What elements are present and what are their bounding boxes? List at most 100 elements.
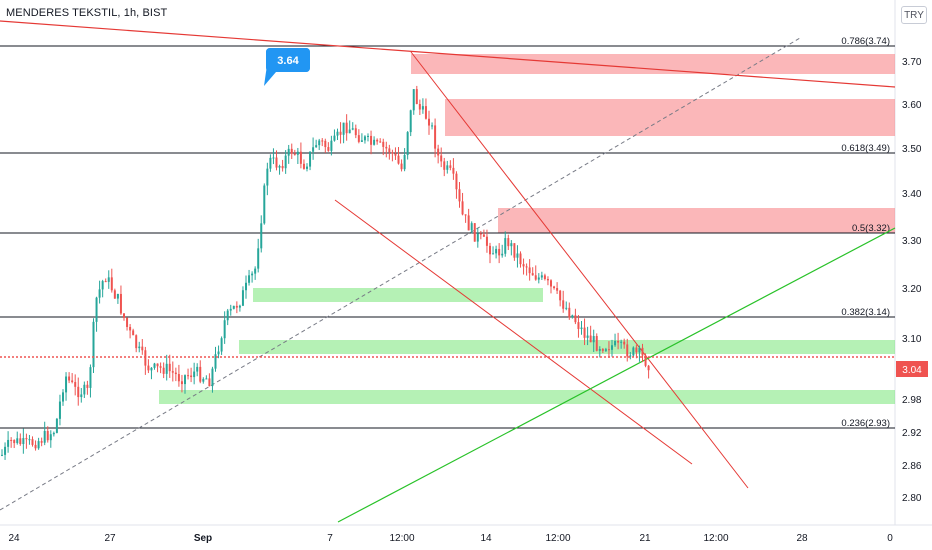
support-zone xyxy=(239,340,895,354)
candle-body xyxy=(467,215,470,231)
candle-body xyxy=(138,346,141,349)
time-axis[interactable]: 24 27 Sep 7 12:00 14 12:00 21 12:00 28 0 xyxy=(8,533,893,544)
candle-body xyxy=(519,253,522,265)
time-tick-label: 14 xyxy=(480,533,492,544)
candle-body xyxy=(83,384,86,395)
resistance-zone xyxy=(411,54,895,74)
candle-body xyxy=(254,268,257,274)
price-tick-label: 3.10 xyxy=(902,334,922,345)
candle-body xyxy=(589,335,592,343)
candle-body xyxy=(104,281,107,283)
candle-body xyxy=(577,322,580,329)
price-tick-label: 3.30 xyxy=(902,236,922,247)
candle-body xyxy=(376,139,379,142)
candle-body xyxy=(153,363,156,368)
candle-body xyxy=(522,264,525,267)
candle-body xyxy=(647,365,650,371)
candle-body xyxy=(34,444,37,449)
candle-body xyxy=(123,313,125,318)
candle-body xyxy=(241,290,244,306)
candle-body xyxy=(379,141,382,143)
callout-label: 3.64 xyxy=(277,55,299,67)
time-tick-label: 12:00 xyxy=(545,533,570,544)
candle-body xyxy=(556,288,559,291)
price-axis[interactable]: 3.70 3.60 3.50 3.40 3.30 3.20 3.10 2.98 2.92 2.86… xyxy=(902,57,922,504)
candle-body xyxy=(546,279,549,281)
candle-body xyxy=(7,439,10,447)
candle-body xyxy=(440,155,443,162)
last-price-label: 3.04 xyxy=(902,365,922,376)
candle-body xyxy=(89,367,92,388)
candle-body xyxy=(263,185,266,224)
candle-body xyxy=(107,277,110,282)
time-tick-label: 7 xyxy=(327,533,333,544)
fibonacci-levels: 0.786(3.74) 0.618(3.49) 0.5(3.32) 0.382(3.1… xyxy=(0,36,895,429)
trendline-channel-red-2 xyxy=(334,199,693,465)
candle-body xyxy=(74,382,77,387)
trendline-dashed-grey xyxy=(0,37,801,511)
candle-body xyxy=(150,367,153,371)
candle-body xyxy=(272,157,275,159)
candle-body xyxy=(382,141,385,147)
candle-body xyxy=(10,439,13,441)
time-tick-label: 27 xyxy=(104,533,116,544)
candle-body xyxy=(31,439,34,445)
candle-body xyxy=(171,371,174,373)
candle-body xyxy=(220,338,223,352)
candle-body xyxy=(266,168,269,186)
candle-body xyxy=(492,253,495,255)
candle-body xyxy=(135,335,138,349)
candle-body xyxy=(25,438,28,440)
candle-body xyxy=(116,293,119,299)
candle-body xyxy=(385,146,388,149)
candle-body xyxy=(626,344,629,357)
candle-body xyxy=(245,282,247,291)
candle-body xyxy=(144,350,147,366)
candle-body xyxy=(367,135,369,137)
candles-layer xyxy=(1,85,650,460)
candle-body xyxy=(586,335,589,338)
candle-body xyxy=(113,290,116,299)
candle-body xyxy=(644,355,647,366)
candle-body xyxy=(199,366,202,382)
candle-body xyxy=(394,153,397,156)
candle-body xyxy=(638,347,641,353)
candle-body xyxy=(501,253,504,256)
candle-body xyxy=(498,248,501,256)
candle-body xyxy=(406,132,409,156)
candle-body xyxy=(363,136,366,141)
candle-body xyxy=(92,321,95,368)
candle-body xyxy=(238,305,241,308)
candle-body xyxy=(174,372,177,375)
currency-button[interactable]: TRY xyxy=(901,6,927,24)
candle-body xyxy=(55,418,58,433)
price-tick-label: 2.92 xyxy=(902,428,922,439)
price-callout[interactable]: 3.64 xyxy=(264,48,310,86)
candle-body xyxy=(339,131,342,135)
candle-body xyxy=(632,347,635,356)
fib-label: 0.786(3.74) xyxy=(841,36,890,47)
candle-body xyxy=(446,165,449,170)
candle-body xyxy=(95,297,98,322)
candle-body xyxy=(248,275,251,283)
candle-body xyxy=(571,315,574,318)
candle-body xyxy=(574,315,577,323)
resistance-zone xyxy=(445,99,895,136)
candle-body xyxy=(49,434,52,441)
candle-body xyxy=(559,290,562,301)
candle-body xyxy=(421,106,424,110)
candle-body xyxy=(165,363,168,374)
candle-body xyxy=(129,326,132,331)
candle-body xyxy=(397,155,400,164)
candle-body xyxy=(211,368,214,387)
candle-body xyxy=(110,277,113,291)
time-tick-label: 24 xyxy=(8,533,20,544)
candle-body xyxy=(235,305,238,308)
support-zone xyxy=(159,390,895,404)
candle-body xyxy=(52,432,55,435)
candle-body xyxy=(470,223,473,231)
candle-body xyxy=(623,341,626,345)
candle-body xyxy=(336,131,339,136)
candle-body xyxy=(580,327,583,329)
